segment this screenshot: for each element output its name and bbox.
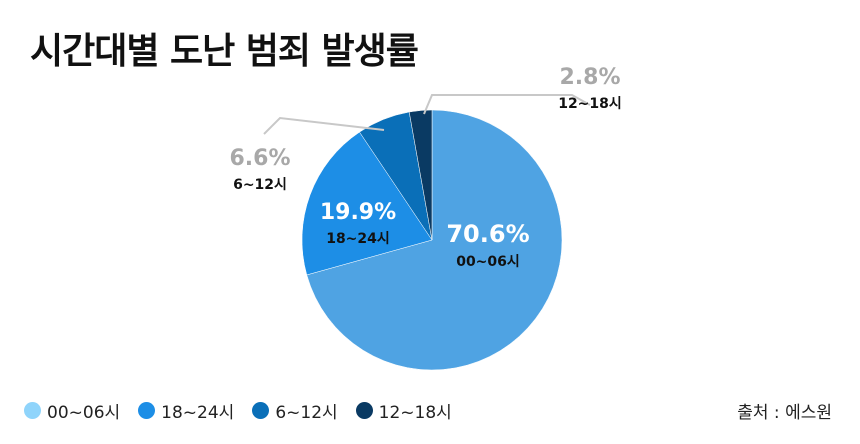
slice-percent-label: 19.9% [320, 200, 396, 225]
slice-percent-label: 6.6% [229, 146, 290, 171]
legend-item-3: 12~18시 [355, 398, 452, 423]
legend-swatch [24, 402, 41, 419]
legend: 00~06시 18~24시 6~12시 12~18시 [24, 398, 452, 423]
leader-line-2 [263, 116, 385, 135]
slice-category-label: 00~06시 [456, 254, 520, 270]
legend-item-0: 00~06시 [24, 398, 120, 423]
slice-percent-label: 2.8% [559, 65, 620, 90]
legend-label: 00~06시 [47, 403, 121, 423]
legend-swatch [138, 402, 156, 419]
slice-percent-label: 70.6% [446, 220, 529, 248]
legend-swatch [355, 402, 373, 419]
pie-slice-3 [408, 109, 433, 241]
legend-label: 12~18시 [378, 403, 452, 423]
chart-title: 시간대별 도난 범죄 발생률 [30, 31, 419, 72]
source-note: 출처 : 에스원 [737, 403, 832, 423]
leader-line-3 [423, 94, 591, 115]
legend-item-2: 6~12시 [252, 398, 338, 423]
slice-category-label: 6~12시 [233, 177, 287, 193]
pie-slice-0 [306, 109, 563, 371]
legend-item-1: 18~24시 [138, 398, 234, 423]
slice-category-label: 12~18시 [558, 96, 622, 112]
legend-label: 18~24시 [161, 403, 235, 423]
slice-category-label: 18~24시 [326, 231, 390, 247]
legend-label: 6~12시 [275, 403, 338, 423]
legend-swatch [252, 402, 270, 419]
pie-slice-1 [301, 131, 433, 276]
